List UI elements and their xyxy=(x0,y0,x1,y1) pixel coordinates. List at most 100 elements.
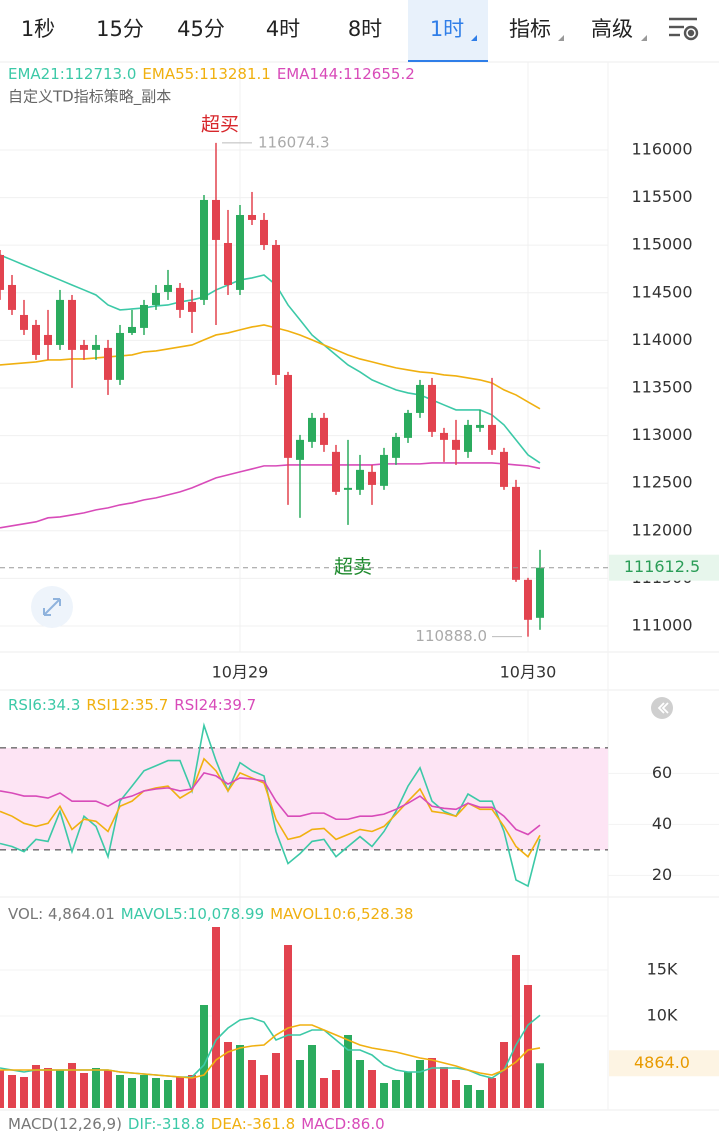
timeframe-tab[interactable]: 45分 xyxy=(177,17,225,41)
candle-body xyxy=(416,384,424,413)
volume-bar xyxy=(0,1070,4,1108)
expand-button[interactable] xyxy=(31,586,73,628)
rsi-band xyxy=(0,747,608,850)
volume-bar xyxy=(416,1060,424,1108)
low-marker-label: 110888.0 xyxy=(415,627,487,645)
ema-line xyxy=(0,462,541,529)
candle-body xyxy=(164,284,172,292)
candle-body xyxy=(512,486,520,580)
candle-body xyxy=(20,314,28,330)
y-tick-label: 60 xyxy=(652,763,672,782)
ema-line xyxy=(0,324,541,410)
candle-body xyxy=(224,242,232,285)
candle-body xyxy=(8,284,16,310)
candle-body xyxy=(104,347,112,380)
rsi-line xyxy=(0,771,541,836)
volume-bar xyxy=(128,1077,136,1108)
rsi-line xyxy=(0,722,541,888)
main-layer: 1秒15分45分4时8时1时指标高级1110001115001120001125… xyxy=(0,17,719,1132)
candle-body xyxy=(152,292,160,305)
volume-bar xyxy=(524,984,532,1108)
volume-bar xyxy=(44,1067,52,1108)
volume-bar xyxy=(116,1075,124,1108)
rsi-line xyxy=(0,757,541,858)
timeframe-tab[interactable]: 1秒 xyxy=(21,17,55,41)
candle-body xyxy=(188,301,196,312)
toolbar xyxy=(0,0,719,62)
current-price-box xyxy=(609,554,719,581)
candle-body xyxy=(176,287,184,310)
timeframe-tab[interactable]: 8时 xyxy=(348,17,382,41)
volume-bar xyxy=(344,1034,352,1108)
legend: MACD(12,26,9) DIF:-318.8 DEA:-361.8 MACD:86… xyxy=(8,1115,385,1132)
timeframe-tab[interactable]: 高级 xyxy=(591,17,633,41)
legend: EMA21:112713.0 EMA55:113281.1 EMA144:11265… xyxy=(8,65,415,83)
volume-bar xyxy=(92,1067,100,1108)
y-tick-label: 116000 xyxy=(631,139,692,158)
legend-entry: VOL: 4,864.01 xyxy=(8,905,115,923)
candle-body xyxy=(128,326,136,333)
volume-bar xyxy=(104,1070,112,1108)
volume-bar xyxy=(500,1042,508,1108)
legend-entry: EMA55:113281.1 xyxy=(142,65,270,83)
timeframe-tab[interactable]: 15分 xyxy=(96,17,144,41)
annotation: 超买 xyxy=(201,113,239,135)
volume-bar xyxy=(392,1080,400,1108)
volume-bar xyxy=(80,1073,88,1108)
legend-entry: EMA21:112713.0 xyxy=(8,65,136,83)
candle-body xyxy=(452,439,460,450)
legend-entry: MACD(12,26,9) xyxy=(8,1115,122,1132)
candle-body xyxy=(320,417,328,445)
legend-entry: DEA:-361.8 xyxy=(211,1115,295,1132)
y-tick-label: 114000 xyxy=(631,330,692,349)
volume-bar xyxy=(236,1044,244,1108)
high-marker-label: 116074.3 xyxy=(258,133,330,151)
candle-body xyxy=(344,487,352,490)
y-tick-label: 113000 xyxy=(631,425,692,444)
candle-body xyxy=(500,451,508,487)
settings-icon[interactable] xyxy=(669,17,699,41)
x-tick-label: 10月30 xyxy=(500,663,557,682)
candle-body xyxy=(92,344,100,350)
legend-entry: MACD:86.0 xyxy=(301,1115,384,1132)
collapse-button[interactable] xyxy=(651,697,673,719)
current-volume-label: 4864.0 xyxy=(634,1053,690,1072)
current-price-label: 111612.5 xyxy=(624,557,700,576)
volume-bar xyxy=(296,1060,304,1108)
volume-bar xyxy=(380,1083,388,1108)
legend-entry: MAVOL5:10,078.99 xyxy=(121,905,264,923)
volume-bar xyxy=(20,1076,28,1108)
dropdown-triangle xyxy=(558,35,564,41)
y-tick-label: 40 xyxy=(652,814,672,833)
candle-body xyxy=(296,439,304,460)
y-tick-label: 15K xyxy=(647,960,678,979)
timeframe-tab[interactable]: 指标 xyxy=(509,17,551,41)
volume-bar xyxy=(68,1063,76,1108)
y-tick-label: 112000 xyxy=(631,520,692,539)
candle-body xyxy=(368,471,376,485)
volume-bar xyxy=(464,1085,472,1108)
volume-bar xyxy=(140,1075,148,1108)
candle-body xyxy=(404,412,412,438)
ema-line xyxy=(0,254,541,464)
candle-body xyxy=(536,567,544,618)
legend-entry: RSI24:39.7 xyxy=(174,696,256,714)
timeframe-tab[interactable]: 1时 xyxy=(430,17,464,41)
volume-bar xyxy=(320,1077,328,1108)
volume-bar xyxy=(152,1077,160,1108)
y-tick-label: 10K xyxy=(647,1006,678,1025)
candle-body xyxy=(284,374,292,458)
volume-bar xyxy=(8,1075,16,1108)
volume-bar xyxy=(452,1080,460,1108)
timeframe-tab[interactable]: 4时 xyxy=(266,17,300,41)
legend-entry: EMA144:112655.2 xyxy=(277,65,415,83)
candle-body xyxy=(212,199,220,240)
candle-body xyxy=(116,332,124,380)
dropdown-triangle xyxy=(471,35,477,41)
candle-body xyxy=(200,199,208,300)
active-tab-bg xyxy=(408,0,488,62)
subtitle: 自定义TD指标策略_副本 xyxy=(8,88,171,107)
